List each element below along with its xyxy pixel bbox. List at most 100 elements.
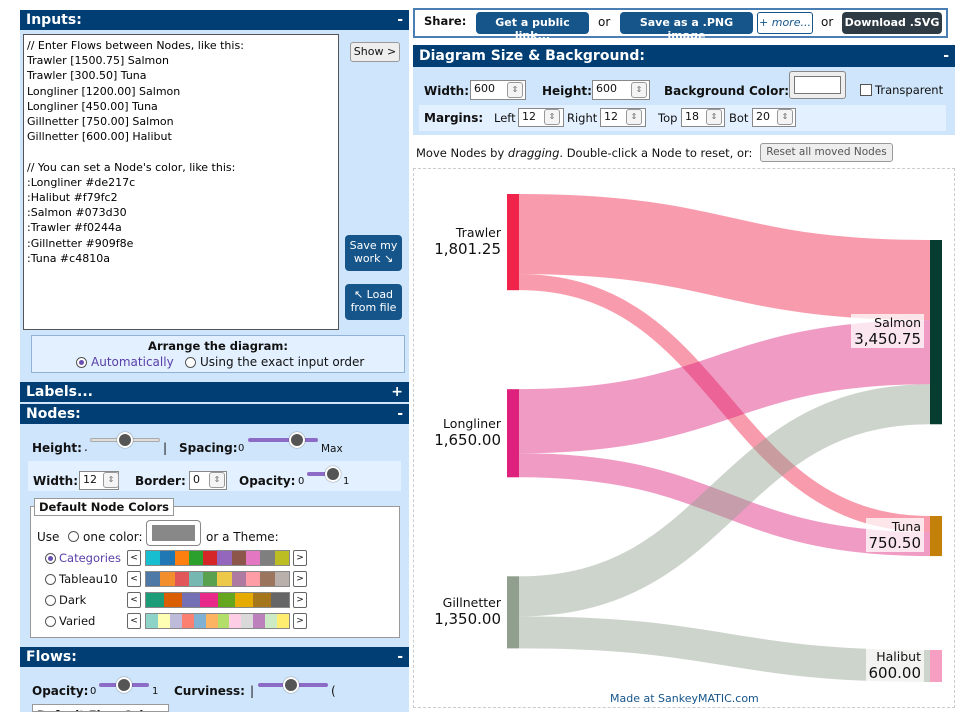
spinner-icon[interactable]: ⇕ [209, 472, 225, 488]
margin-left-label: Left [494, 111, 516, 125]
theme-prev-icon[interactable]: < [127, 571, 141, 587]
theme-label-varied[interactable]: Varied [59, 614, 96, 628]
curviness-knob[interactable] [283, 677, 299, 693]
node-opacity-slider[interactable] [307, 472, 341, 476]
curviness-min: | [250, 684, 255, 698]
one-color-picker[interactable] [146, 520, 201, 546]
spinner-icon[interactable]: ⇕ [631, 82, 647, 98]
color-swatch [193, 614, 206, 628]
nodes-header[interactable]: Nodes: - [20, 404, 409, 424]
theme-label-categories[interactable]: Categories [59, 551, 121, 565]
bg-color-picker[interactable] [789, 71, 846, 99]
inputs-header[interactable]: Inputs: - [20, 10, 409, 30]
reset-nodes-button[interactable]: Reset all moved Nodes [760, 143, 893, 162]
color-swatch [246, 551, 261, 565]
node-spacing-knob[interactable] [289, 432, 305, 448]
node-trawler[interactable] [507, 194, 519, 291]
show-button[interactable]: Show > [350, 42, 400, 62]
spinner-icon[interactable]: ⇕ [706, 109, 722, 125]
color-swatch [231, 551, 247, 565]
color-swatch [181, 593, 200, 607]
one-color-radio[interactable] [68, 531, 79, 542]
more-button[interactable]: + more... [757, 12, 813, 34]
theme-prev-icon[interactable]: < [127, 550, 141, 566]
theme-radio-dark[interactable] [45, 595, 56, 606]
collapse-icon[interactable]: - [397, 12, 403, 28]
arrange-exact-label[interactable]: Using the exact input order [200, 355, 365, 369]
save-png-button[interactable]: Save as a .PNG image [620, 12, 753, 42]
node-longliner[interactable] [507, 389, 519, 478]
node-tuna[interactable] [930, 516, 942, 557]
collapse-icon[interactable]: - [943, 48, 949, 64]
node-name: Tuna [891, 519, 921, 535]
color-swatch [169, 614, 182, 628]
spinner-icon[interactable]: ⇕ [507, 82, 523, 98]
theme-swatches[interactable] [145, 592, 290, 608]
theme-prev-icon[interactable]: < [127, 613, 141, 629]
flow-longliner-salmon[interactable] [518, 320, 931, 454]
public-link-button[interactable]: Get a public link... [476, 12, 589, 42]
labels-header[interactable]: Labels... + [20, 382, 409, 402]
flow-gillnetter-halibut[interactable] [518, 616, 931, 683]
diagram-size-header[interactable]: Diagram Size & Background: - [413, 45, 955, 67]
flow-trawler-salmon[interactable] [518, 193, 931, 321]
theme-next-icon[interactable]: > [293, 571, 307, 587]
arrange-box: Arrange the diagram: Automatically Using… [31, 335, 405, 373]
node-gillnetter[interactable] [507, 576, 519, 649]
theme-label-tableau10[interactable]: Tableau10 [59, 572, 118, 586]
arrange-auto-label[interactable]: Automatically [91, 355, 174, 369]
flow-opacity-knob[interactable] [116, 677, 132, 693]
spinner-icon[interactable]: ⇕ [777, 109, 793, 125]
flow-gillnetter-salmon[interactable] [518, 384, 931, 617]
theme-radio-varied[interactable] [45, 616, 56, 627]
arrange-exact-radio[interactable] [185, 357, 196, 368]
save-work-button[interactable]: Save my work ↘ [345, 235, 402, 271]
transparent-label[interactable]: Transparent [875, 83, 944, 97]
collapse-icon[interactable]: - [397, 406, 403, 422]
flows-header[interactable]: Flows: - [20, 647, 409, 667]
node-name: Gillnetter [442, 595, 501, 611]
theme-swatches[interactable] [145, 571, 290, 587]
color-swatch [146, 614, 158, 628]
expand-icon[interactable]: + [391, 384, 403, 400]
node-opacity-knob[interactable] [325, 466, 341, 482]
move-note-suffix: . Double-click a Node to reset, or: [559, 146, 753, 160]
download-svg-button[interactable]: Download .SVG [842, 12, 942, 34]
theme-swatches[interactable] [145, 550, 290, 566]
transparent-checkbox[interactable] [860, 84, 872, 96]
node-halibut[interactable] [930, 650, 942, 683]
node-value: 1,650.00 [434, 431, 501, 450]
share-or: or [598, 15, 611, 29]
diagram-height-value: 600 [596, 82, 617, 95]
nodes-title: Nodes: [26, 406, 81, 422]
flow-trawler-tuna[interactable] [518, 274, 931, 533]
node-spacing-slider[interactable] [248, 438, 318, 442]
theme-next-icon[interactable]: > [293, 613, 307, 629]
theme-radio-tableau10[interactable] [45, 574, 56, 585]
theme-radio-categories[interactable] [45, 553, 56, 564]
diagram-width-value: 600 [474, 82, 495, 95]
arrange-auto-radio[interactable] [76, 357, 87, 368]
load-file-button[interactable]: ↖ Load from file [345, 284, 402, 320]
collapse-icon[interactable]: - [397, 649, 403, 665]
made-at-credit[interactable]: Made at SankeyMATIC.com [610, 692, 759, 705]
flows-textarea[interactable] [23, 34, 339, 330]
diagram-height-label: Height: [542, 84, 592, 98]
theme-label-dark[interactable]: Dark [59, 593, 87, 607]
spinner-icon[interactable]: ⇕ [544, 109, 560, 125]
theme-next-icon[interactable]: > [293, 550, 307, 566]
color-swatch [174, 551, 189, 565]
theme-swatches[interactable] [145, 613, 290, 629]
flow-longliner-tuna[interactable] [518, 453, 931, 557]
spinner-icon[interactable]: ⇕ [626, 109, 642, 125]
node-salmon[interactable] [930, 240, 942, 425]
node-width-label: Width: [33, 474, 79, 488]
move-note-emph: dragging [507, 146, 560, 160]
margin-right-label: Right [567, 111, 598, 125]
node-height-knob[interactable] [117, 432, 133, 448]
theme-next-icon[interactable]: > [293, 592, 307, 608]
theme-prev-icon[interactable]: < [127, 592, 141, 608]
color-swatch [217, 593, 236, 607]
spinner-icon[interactable]: ⇕ [103, 472, 119, 488]
